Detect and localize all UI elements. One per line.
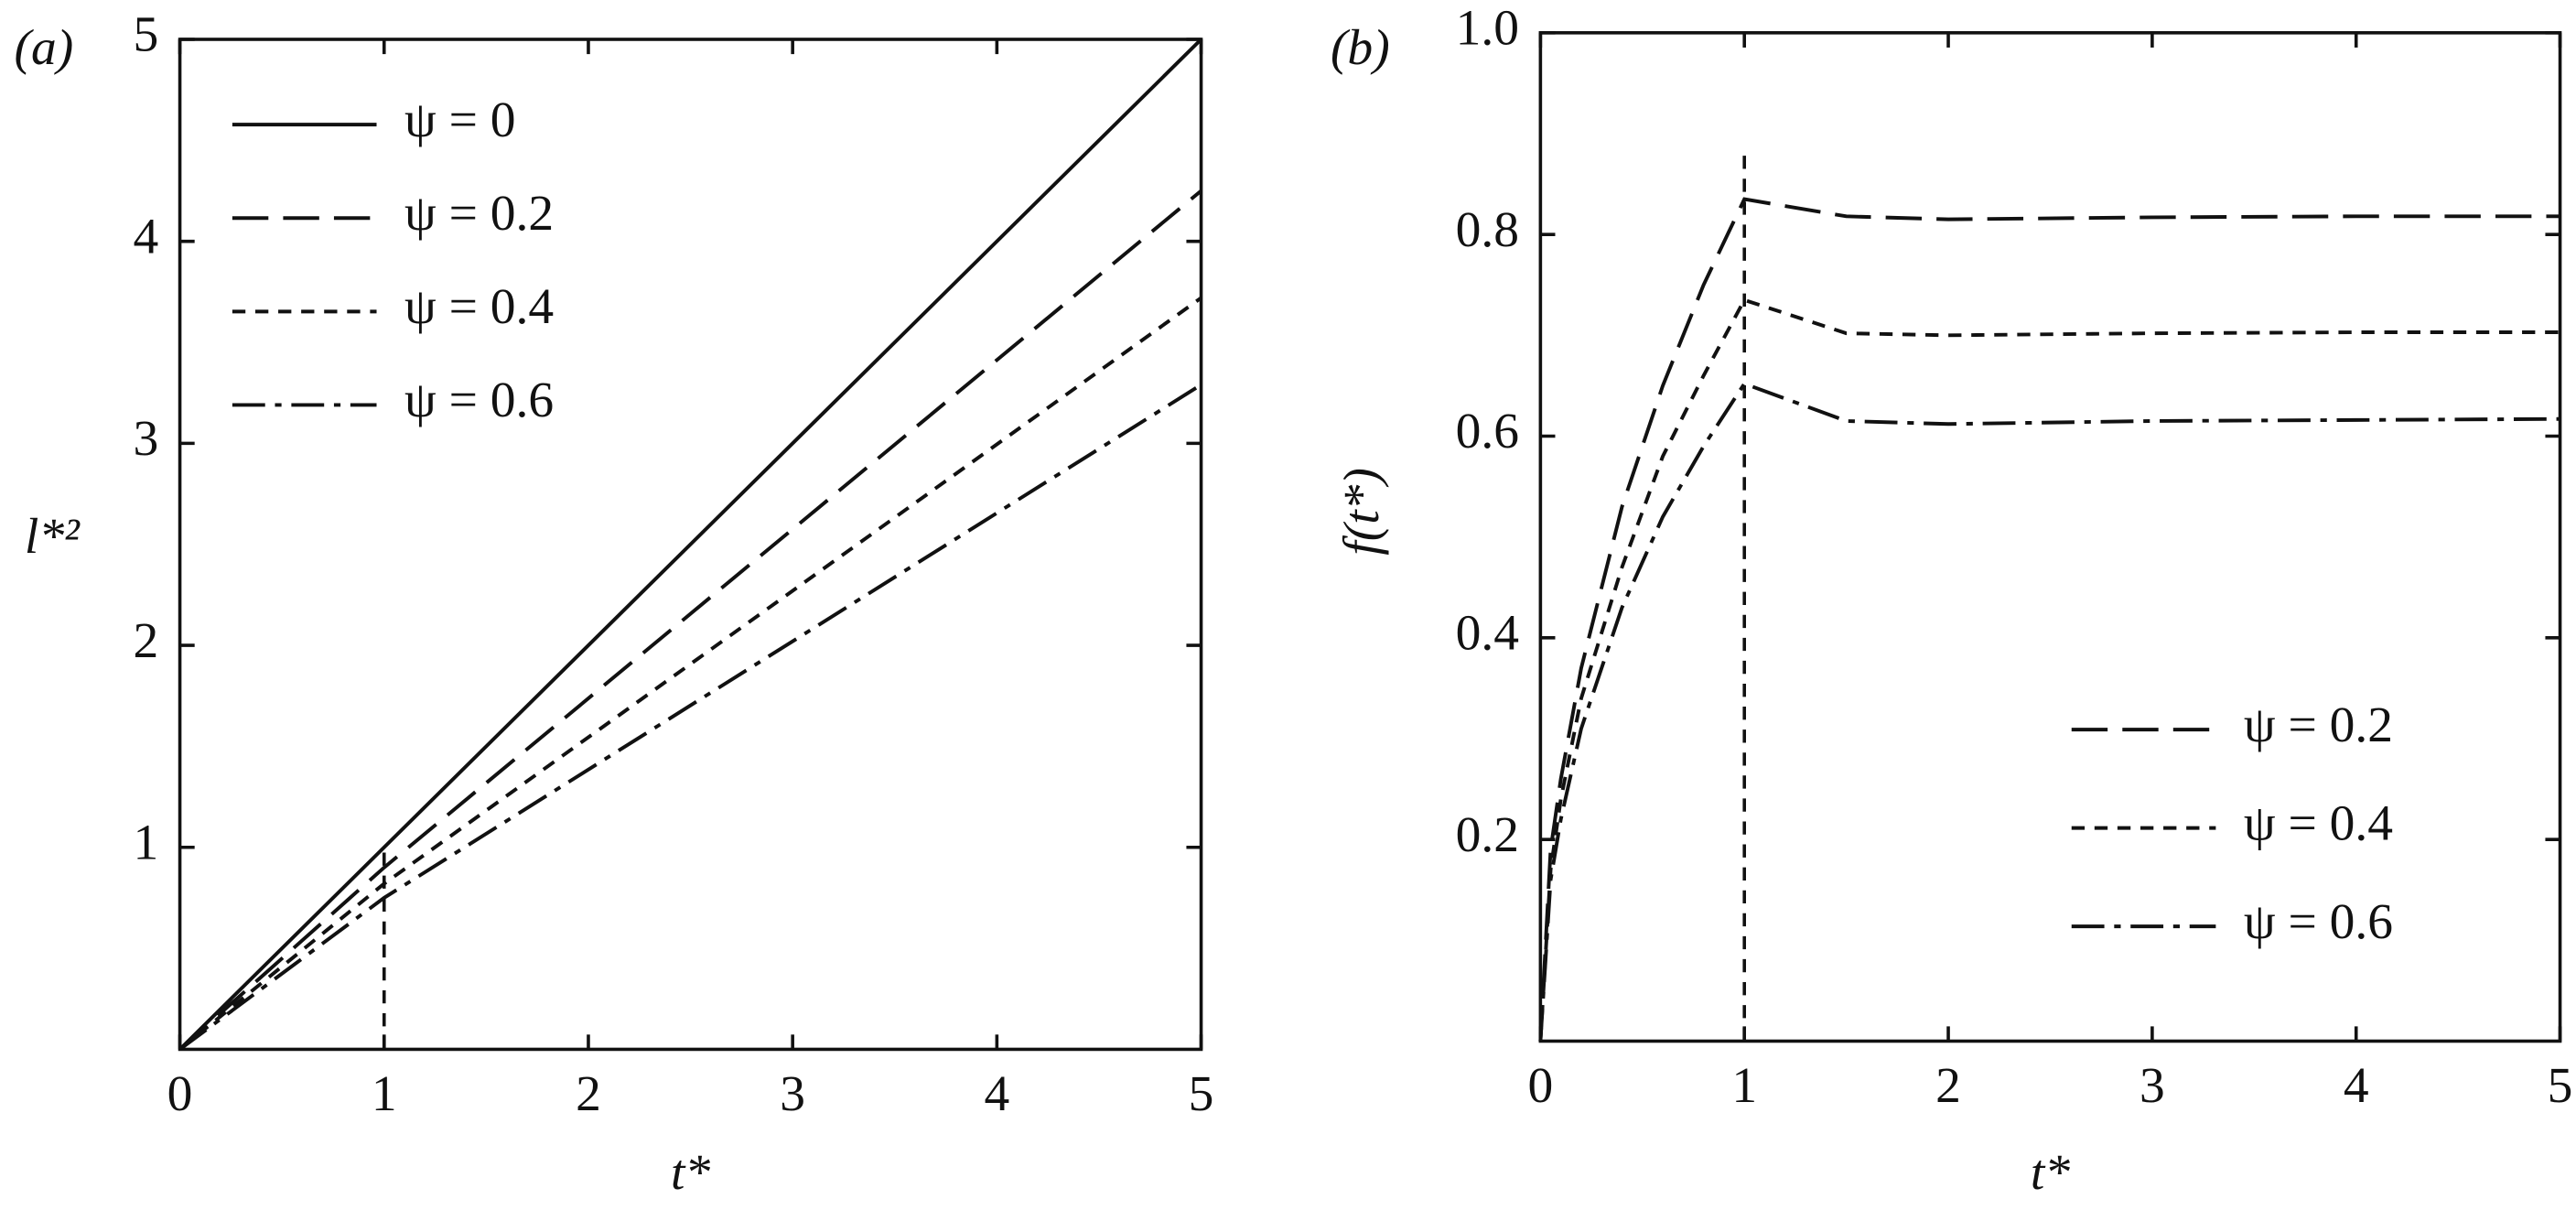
y-tick-label: 0.2 (1456, 807, 1519, 863)
series-line (1538, 197, 2560, 1042)
panel-label: (a) (15, 20, 74, 76)
x-tick-label: 3 (2139, 1058, 2165, 1114)
series-line (178, 383, 1202, 1052)
y-tick-label: 5 (134, 7, 159, 63)
y-tick-label: 0.6 (1456, 404, 1519, 459)
panel-label: (b) (1331, 20, 1390, 76)
series-line (1538, 381, 2560, 1042)
y-tick-label: 1 (134, 816, 159, 871)
series-line (178, 296, 1202, 1051)
x-tick-label: 3 (780, 1066, 805, 1122)
y-tick-label: 0.4 (1456, 606, 1519, 662)
legend-label: ψ = 0.2 (404, 186, 554, 242)
y-tick-label: 0.8 (1456, 202, 1519, 258)
y-tick-label: 3 (134, 411, 159, 467)
x-axis-label: t* (671, 1145, 710, 1201)
series-line (178, 38, 1202, 1051)
plot-frame (1538, 31, 2562, 1043)
x-tick-label: 2 (576, 1066, 601, 1122)
legend-label: ψ = 0.2 (2244, 697, 2393, 753)
x-tick-label: 0 (1527, 1058, 1553, 1114)
x-axis-label: t* (2031, 1145, 2070, 1201)
legend-label: ψ = 0.6 (404, 373, 554, 428)
series-line (1538, 297, 2560, 1042)
plot-frame (178, 38, 1203, 1052)
y-axis-label: l*² (25, 509, 81, 565)
y-tick-label: 2 (134, 613, 159, 669)
x-tick-label: 1 (1731, 1058, 1757, 1114)
x-tick-label: 4 (984, 1066, 1009, 1122)
legend-label: ψ = 0.4 (404, 279, 554, 335)
legend-label: ψ = 0.6 (2244, 894, 2393, 950)
series-line (178, 189, 1202, 1051)
x-tick-label: 4 (2344, 1058, 2369, 1114)
legend-label: ψ = 0 (404, 92, 516, 148)
x-tick-label: 5 (2548, 1058, 2573, 1114)
y-axis-label: f(t*) (1334, 468, 1390, 556)
y-tick-label: 4 (134, 209, 159, 265)
x-tick-label: 1 (372, 1066, 397, 1122)
x-tick-label: 5 (1189, 1066, 1214, 1122)
x-tick-label: 0 (167, 1066, 193, 1122)
x-tick-label: 2 (1935, 1058, 1961, 1114)
y-tick-label: 1.0 (1456, 1, 1519, 57)
legend-label: ψ = 0.4 (2244, 795, 2393, 851)
